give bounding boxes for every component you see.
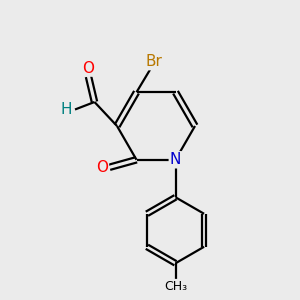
Text: N: N [170,152,181,167]
Text: CH₃: CH₃ [164,280,187,293]
Text: H: H [61,102,72,117]
Text: O: O [82,61,94,76]
Text: O: O [96,160,108,175]
Text: Br: Br [145,54,162,69]
